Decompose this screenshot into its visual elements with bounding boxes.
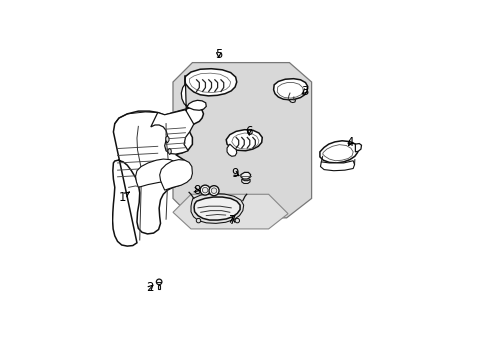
Polygon shape [135, 159, 178, 187]
Polygon shape [181, 84, 206, 111]
Polygon shape [184, 69, 236, 96]
Polygon shape [319, 141, 357, 163]
Polygon shape [150, 110, 193, 154]
Polygon shape [241, 172, 250, 179]
Text: 5: 5 [215, 48, 222, 61]
Polygon shape [158, 285, 160, 288]
Circle shape [202, 187, 207, 193]
Polygon shape [112, 107, 203, 246]
Polygon shape [355, 144, 361, 152]
Polygon shape [173, 194, 287, 229]
Polygon shape [288, 100, 295, 103]
Circle shape [196, 219, 200, 223]
Polygon shape [168, 149, 171, 155]
Polygon shape [160, 159, 192, 190]
Circle shape [208, 186, 219, 195]
Text: 8: 8 [192, 184, 200, 197]
Text: 6: 6 [245, 125, 252, 138]
Polygon shape [226, 144, 236, 156]
Polygon shape [241, 179, 249, 184]
Circle shape [211, 188, 216, 193]
Polygon shape [226, 130, 262, 151]
Text: 4: 4 [346, 136, 353, 149]
Text: 2: 2 [146, 281, 154, 294]
Text: 3: 3 [300, 85, 308, 98]
Text: 1: 1 [119, 190, 129, 203]
Polygon shape [273, 79, 307, 100]
Text: 9: 9 [231, 167, 239, 180]
Circle shape [156, 279, 162, 285]
Polygon shape [194, 197, 240, 220]
Polygon shape [173, 63, 311, 218]
Circle shape [200, 185, 210, 195]
Polygon shape [165, 136, 169, 143]
Circle shape [235, 219, 239, 223]
Polygon shape [320, 161, 354, 171]
Text: 7: 7 [228, 214, 236, 227]
